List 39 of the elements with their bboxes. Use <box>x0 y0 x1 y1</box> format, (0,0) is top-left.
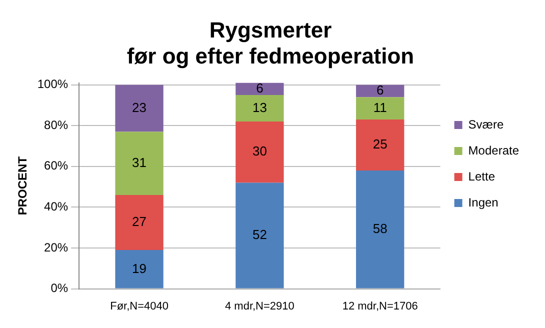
bar <box>356 120 404 171</box>
y-tick-label: 0% <box>50 281 68 296</box>
data-label: 58 <box>372 220 388 236</box>
legend-label: Ingen <box>468 195 498 210</box>
y-axis-title: PROCENT <box>16 156 30 216</box>
data-label: 23 <box>132 100 147 115</box>
y-tick-label: 20% <box>44 240 68 254</box>
bar <box>115 84 164 132</box>
bar <box>115 194 164 250</box>
y-tick-label: 60% <box>44 158 68 173</box>
bar <box>356 84 404 98</box>
data-label: 13 <box>252 100 267 115</box>
x-tick-label: 4 mdr,N=2910 <box>224 300 294 312</box>
bar <box>115 132 164 195</box>
data-label: 25 <box>372 136 388 152</box>
y-tick-label: 100% <box>37 77 68 92</box>
y-tick-label: 80% <box>44 118 68 132</box>
data-label: 31 <box>132 154 147 170</box>
x-tick-label: Før,N=4040 <box>110 300 168 312</box>
bar <box>115 250 164 288</box>
data-label: 30 <box>252 144 267 159</box>
data-label: 6 <box>256 80 264 96</box>
data-label: 6 <box>376 82 384 98</box>
bar <box>236 95 284 122</box>
bar <box>236 82 284 96</box>
bar <box>236 122 284 183</box>
data-label: 27 <box>132 214 147 230</box>
data-label: 11 <box>373 100 387 115</box>
bar <box>356 170 404 288</box>
bar <box>356 97 404 120</box>
legend-label: Lette <box>468 169 496 184</box>
legend-label: Svære <box>468 117 504 132</box>
bar <box>236 182 284 288</box>
y-tick-label: 40% <box>44 200 68 214</box>
data-label: 19 <box>132 260 147 276</box>
data-label: 52 <box>252 227 267 242</box>
chart-title: Rygsmerter før og efter fedmeoperation <box>126 17 414 69</box>
x-tick-label: 12 mdr,N=1706 <box>342 300 418 312</box>
legend-label: Moderate <box>468 143 520 158</box>
